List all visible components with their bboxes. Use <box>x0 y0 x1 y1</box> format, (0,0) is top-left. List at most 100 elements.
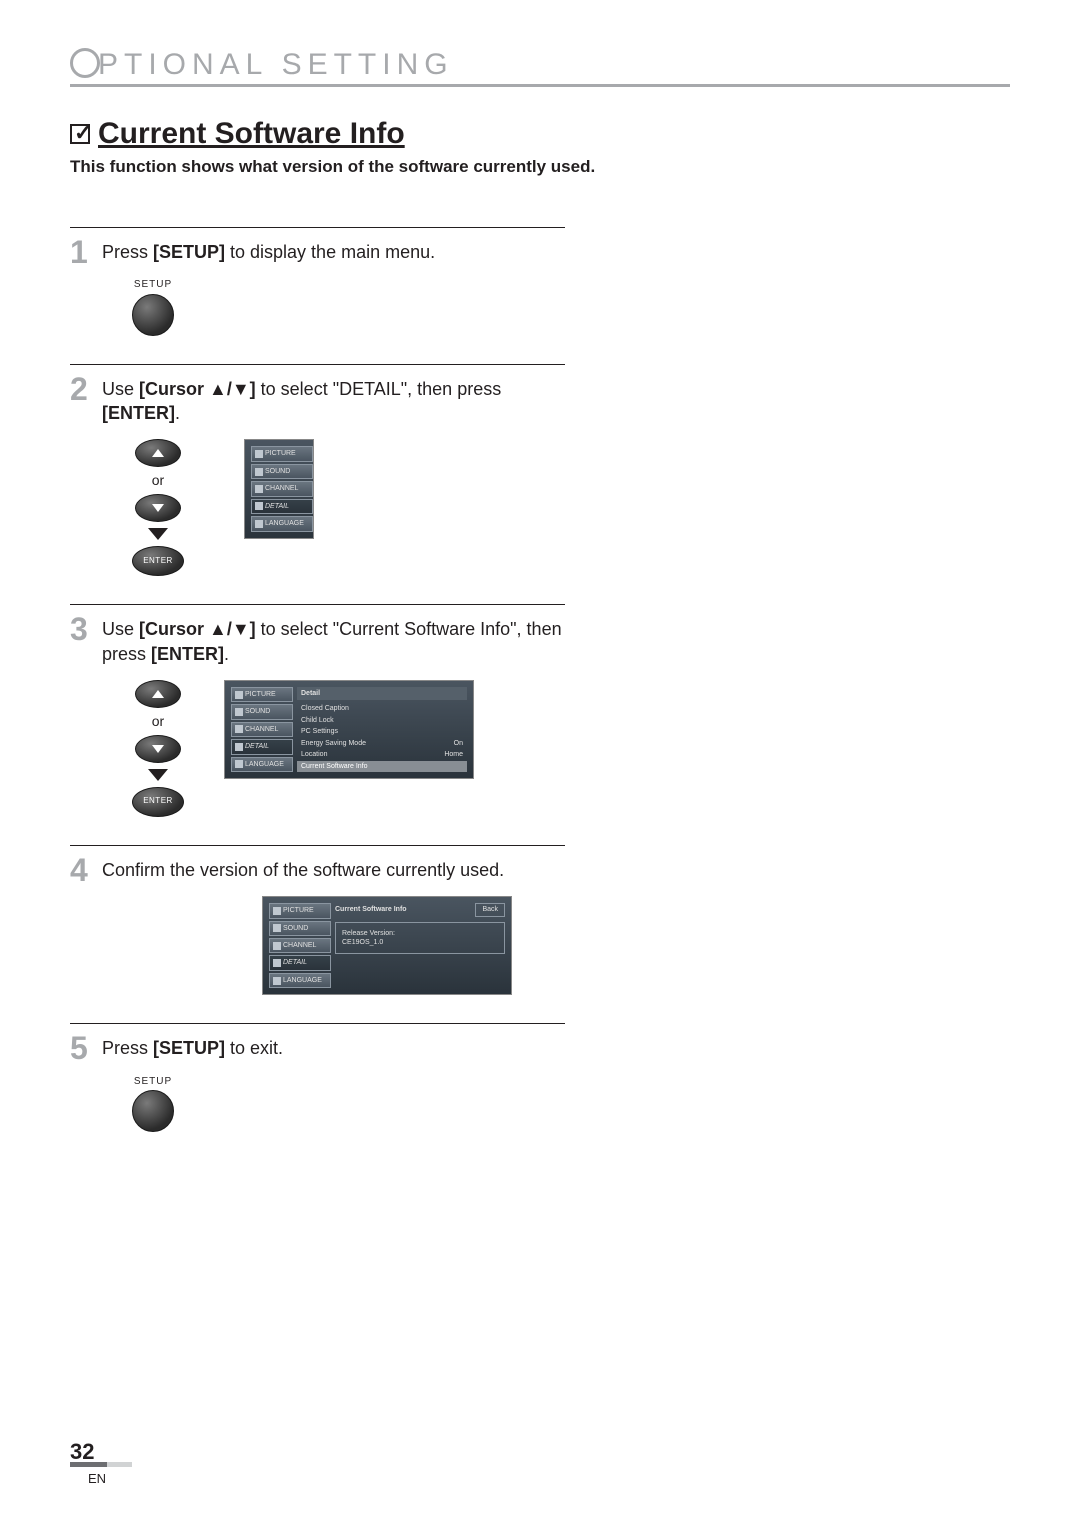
text-bold: [ENTER] <box>151 644 224 664</box>
setup-button-graphic: SETUP <box>132 1075 174 1133</box>
tab-label: SOUND <box>265 467 290 476</box>
step-number: 1 <box>70 236 94 336</box>
text-bold: [Cursor ▲/▼] <box>139 619 256 639</box>
picture-icon <box>255 450 263 458</box>
channel-icon <box>273 942 281 950</box>
page-number-bar: 32 <box>70 1439 106 1465</box>
illustration: or ENTER PICTURE SOUND CHANNEL DETAIL LA… <box>132 439 565 576</box>
arrow-down-icon <box>148 769 168 781</box>
row-value: On <box>454 739 463 748</box>
text: Press <box>102 1038 153 1058</box>
row-value: Home <box>444 750 463 759</box>
tab-label: PICTURE <box>283 906 314 915</box>
tv-tab-sound: SOUND <box>251 464 313 479</box>
step-number: 4 <box>70 854 94 995</box>
tv-tab-channel: CHANNEL <box>251 481 313 496</box>
row-label: Energy Saving Mode <box>301 739 366 748</box>
detail-icon <box>273 959 281 967</box>
step-number: 3 <box>70 613 94 816</box>
tv-tab-channel: CHANNEL <box>269 938 331 953</box>
version-box: Release Version: CE19OS_1.0 <box>335 922 505 955</box>
page-title: PTIONAL SETTING <box>70 48 1010 82</box>
tv-tab-sound: SOUND <box>231 704 293 719</box>
sound-icon <box>273 924 281 932</box>
row-label: Closed Caption <box>301 704 349 713</box>
steps-column: 1 Press [SETUP] to display the main menu… <box>70 227 565 1160</box>
tab-label: CHANNEL <box>283 941 316 950</box>
version-label: Release Version: <box>342 929 498 938</box>
tv-sidebar: PICTURE SOUND CHANNEL DETAIL LANGUAGE <box>251 446 313 531</box>
tab-label: LANGUAGE <box>245 760 284 769</box>
tv-menu-narrow: PICTURE SOUND CHANNEL DETAIL LANGUAGE <box>244 439 314 538</box>
text: . <box>175 403 180 423</box>
tv-tab-language: LANGUAGE <box>251 516 313 531</box>
step-1: 1 Press [SETUP] to display the main menu… <box>70 227 565 364</box>
tv-header-row: Current Software Info Back <box>335 903 505 919</box>
menu-row-selected: Current Software Info <box>297 761 467 772</box>
text: Use <box>102 619 139 639</box>
language-icon <box>273 977 281 985</box>
text: to display the main menu. <box>225 242 435 262</box>
text-bold: [SETUP] <box>153 242 225 262</box>
picture-icon <box>235 691 243 699</box>
picture-icon <box>273 907 281 915</box>
page-header: PTIONAL SETTING <box>70 48 1010 87</box>
section-title: Current Software Info <box>98 117 405 151</box>
tab-label: LANGUAGE <box>283 976 322 985</box>
sound-icon <box>235 708 243 716</box>
menu-row: Child Lock <box>297 715 467 726</box>
tab-label: LANGUAGE <box>265 519 304 528</box>
text: to select "DETAIL", then press <box>256 379 502 399</box>
menu-row: PC Settings <box>297 726 467 737</box>
detail-icon <box>255 502 263 510</box>
menu-row: LocationHome <box>297 749 467 760</box>
detail-icon <box>235 743 243 751</box>
text-bold: [SETUP] <box>153 1038 225 1058</box>
tv-main-title: Detail <box>297 687 467 700</box>
language-icon <box>255 520 263 528</box>
text: . <box>224 644 229 664</box>
tv-sidebar: PICTURE SOUND CHANNEL DETAIL LANGUAGE <box>269 903 331 988</box>
step-body: Press [SETUP] to display the main menu. … <box>102 236 565 336</box>
header-text: PTIONAL SETTING <box>98 48 454 81</box>
text-bold: [ENTER] <box>102 403 175 423</box>
tv-tab-sound: SOUND <box>269 921 331 936</box>
round-button-icon <box>132 1090 174 1132</box>
or-label: or <box>152 471 164 490</box>
text: Confirm the version of the software curr… <box>102 860 504 880</box>
text-bold: [Cursor ▲/▼] <box>139 379 256 399</box>
text: Use <box>102 379 139 399</box>
down-button-icon <box>135 494 181 522</box>
version-value: CE19OS_1.0 <box>342 938 498 947</box>
tv-tab-channel: CHANNEL <box>231 722 293 737</box>
tab-label: DETAIL <box>265 502 289 511</box>
setup-label: SETUP <box>132 1075 174 1089</box>
tab-label: PICTURE <box>265 449 296 458</box>
checkbox-icon <box>70 124 90 144</box>
tab-label: SOUND <box>245 707 270 716</box>
step-number: 5 <box>70 1032 94 1132</box>
tv-main-panel: Detail Closed Caption Child Lock PC Sett… <box>297 687 467 772</box>
step-3: 3 Use [Cursor ▲/▼] to select "Current So… <box>70 604 565 844</box>
section-title-row: Current Software Info <box>70 117 1010 151</box>
text: Press <box>102 242 153 262</box>
tv-tab-detail: DETAIL <box>269 955 331 970</box>
row-label: Child Lock <box>301 716 334 725</box>
dropcap-o-icon <box>70 48 100 78</box>
tab-label: SOUND <box>283 924 308 933</box>
tab-label: PICTURE <box>245 690 276 699</box>
cursor-cluster: or ENTER <box>132 680 184 817</box>
language-icon <box>235 760 243 768</box>
tv-tab-picture: PICTURE <box>269 903 331 918</box>
step-body: Confirm the version of the software curr… <box>102 854 565 995</box>
step-body: Press [SETUP] to exit. SETUP <box>102 1032 565 1132</box>
round-button-icon <box>132 294 174 336</box>
step-body: Use [Cursor ▲/▼] to select "DETAIL", the… <box>102 373 565 576</box>
tv-tab-detail: DETAIL <box>231 739 293 754</box>
channel-icon <box>235 725 243 733</box>
tv-tab-language: LANGUAGE <box>231 757 293 772</box>
cursor-cluster: or ENTER <box>132 439 184 576</box>
enter-button-icon: ENTER <box>132 787 184 817</box>
step-2: 2 Use [Cursor ▲/▼] to select "DETAIL", t… <box>70 364 565 604</box>
tv-sidebar: PICTURE SOUND CHANNEL DETAIL LANGUAGE <box>231 687 293 772</box>
